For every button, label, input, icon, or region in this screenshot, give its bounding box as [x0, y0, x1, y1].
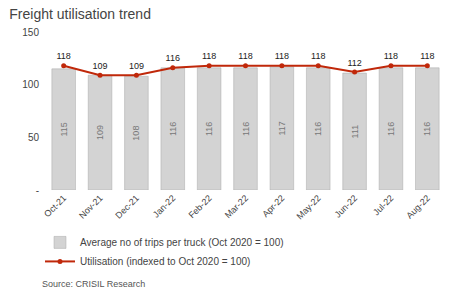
svg-text:Source: CRISIL Research: Source: CRISIL Research — [42, 279, 145, 289]
svg-text:108: 108 — [131, 126, 141, 141]
svg-text:118: 118 — [420, 51, 434, 61]
svg-text:115: 115 — [59, 122, 69, 136]
svg-text:Freight utilisation trend: Freight utilisation trend — [9, 6, 151, 22]
svg-text:116: 116 — [241, 122, 251, 136]
svg-text:116: 116 — [422, 122, 432, 136]
svg-text:Apr-22: Apr-22 — [260, 193, 286, 219]
svg-text:116: 116 — [313, 122, 323, 136]
svg-text:111: 111 — [350, 125, 360, 139]
svg-text:109: 109 — [129, 61, 144, 71]
svg-text:118: 118 — [202, 51, 216, 61]
svg-text:Mar-22: Mar-22 — [223, 193, 250, 220]
svg-text:Average no of trips per truck: Average no of trips per truck (Oct 2020 … — [80, 237, 284, 248]
svg-text:Jan-22: Jan-22 — [151, 193, 178, 220]
svg-text:50: 50 — [28, 132, 40, 143]
svg-text:Aug-22: Aug-22 — [404, 193, 432, 221]
svg-text:118: 118 — [311, 51, 325, 61]
svg-text:Jul-22: Jul-22 — [371, 193, 395, 217]
svg-text:112: 112 — [347, 58, 361, 68]
svg-text:118: 118 — [384, 51, 398, 61]
svg-text:Oct-21: Oct-21 — [42, 193, 68, 219]
svg-text:Feb-22: Feb-22 — [186, 193, 213, 220]
svg-text:116: 116 — [166, 53, 180, 63]
svg-text:Jun-22: Jun-22 — [333, 193, 360, 220]
svg-text:150: 150 — [22, 27, 39, 38]
svg-text:116: 116 — [204, 122, 214, 136]
svg-text:109: 109 — [93, 61, 108, 71]
svg-text:Nov-21: Nov-21 — [77, 193, 105, 221]
svg-text:117: 117 — [277, 121, 287, 135]
svg-text:-: - — [36, 185, 39, 196]
svg-text:Dec-21: Dec-21 — [113, 193, 141, 221]
svg-text:Utilisation (indexed to Oct 20: Utilisation (indexed to Oct 2020 = 100) — [80, 256, 250, 267]
svg-text:118: 118 — [275, 51, 289, 61]
svg-text:100: 100 — [22, 79, 39, 90]
svg-text:May-22: May-22 — [295, 193, 323, 221]
svg-text:118: 118 — [238, 51, 252, 61]
svg-text:116: 116 — [386, 122, 396, 136]
svg-text:109: 109 — [95, 125, 105, 140]
svg-text:116: 116 — [168, 122, 178, 136]
svg-text:118: 118 — [57, 51, 71, 61]
